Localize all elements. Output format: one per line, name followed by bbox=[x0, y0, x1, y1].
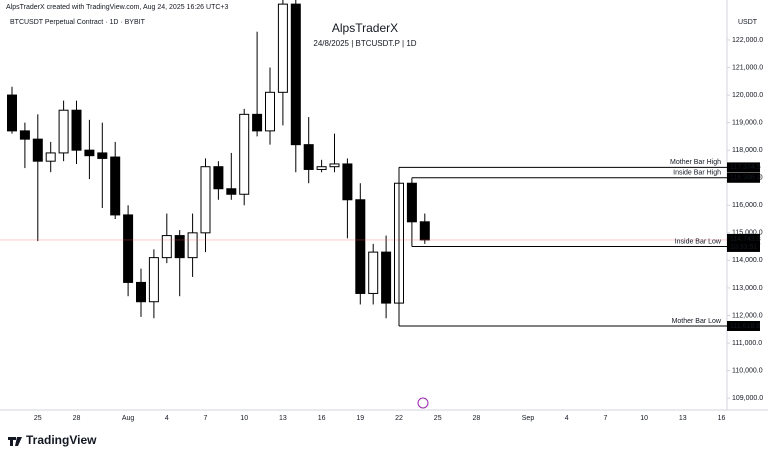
candle-body bbox=[406, 182, 417, 223]
candle-body bbox=[252, 113, 263, 132]
candle-body bbox=[58, 109, 69, 154]
footer-brand: TradingView bbox=[26, 433, 97, 447]
candle-body bbox=[316, 166, 327, 170]
x-tick-label: 7 bbox=[603, 415, 607, 422]
level-tag-label: 111,618.8 bbox=[730, 323, 760, 330]
last-price-tag bbox=[727, 233, 760, 252]
x-tick-label: 25 bbox=[34, 415, 42, 422]
logo bbox=[8, 437, 22, 446]
x-tick-label: 13 bbox=[679, 415, 687, 422]
chart-subtitle: 24/8/2025 | BTCUSDT.P | 1D bbox=[313, 39, 416, 48]
x-tick-label: 16 bbox=[718, 415, 726, 422]
level-name: Inside Bar Low bbox=[675, 238, 722, 245]
x-tick-label: 4 bbox=[165, 415, 169, 422]
y-tick-label: 120,000.0 bbox=[732, 92, 763, 99]
level-name: Inside Bar High bbox=[673, 170, 721, 177]
candle-body bbox=[277, 3, 288, 93]
header: AlpsTraderX created with TradingView.com… bbox=[6, 4, 228, 11]
last-price-label: 114,742.3 bbox=[730, 236, 761, 243]
x-tick-label: 10 bbox=[640, 415, 648, 422]
chart-title: AlpsTraderX bbox=[332, 21, 398, 35]
candle-body bbox=[148, 257, 159, 303]
x-tick-label: 10 bbox=[240, 415, 248, 422]
candle-body bbox=[45, 152, 56, 162]
y-tick-label: 119,000.0 bbox=[732, 119, 763, 126]
candle-body bbox=[239, 113, 250, 195]
candle-body bbox=[200, 166, 211, 234]
y-unit: USDT bbox=[738, 19, 758, 26]
y-tick-label: 116,000.0 bbox=[732, 202, 763, 209]
y-tick-label: 122,000.0 bbox=[732, 37, 763, 44]
candle-body bbox=[123, 214, 134, 283]
y-tick-label: 110,000.0 bbox=[732, 367, 763, 374]
candle-body bbox=[174, 235, 185, 259]
candle-body bbox=[355, 199, 366, 294]
candle-body bbox=[265, 91, 275, 132]
level-name: Mother Bar Low bbox=[672, 318, 722, 325]
x-tick-label: Sep bbox=[522, 415, 535, 422]
countdown: 10:33:51 bbox=[730, 244, 757, 251]
level-tag-label: 117,374.5 bbox=[730, 164, 761, 171]
candle-body bbox=[97, 152, 108, 159]
candle-body bbox=[32, 138, 43, 162]
candle-body bbox=[381, 251, 392, 304]
event-icon[interactable] bbox=[417, 397, 429, 409]
y-tick-label: 114,000.0 bbox=[732, 257, 763, 264]
symbol: BTCUSDT Perpetual Contract · 1D · BYBIT bbox=[10, 19, 146, 26]
y-tick-label: 109,000.0 bbox=[732, 395, 763, 402]
candle-body bbox=[71, 109, 82, 151]
x-tick-label: 25 bbox=[434, 415, 442, 422]
x-tick-label: 19 bbox=[356, 415, 364, 422]
level-tag-label: 116,998.0 bbox=[730, 175, 761, 182]
candle-body bbox=[187, 232, 198, 259]
candle-body bbox=[368, 251, 379, 294]
y-tick-label: 111,000.0 bbox=[732, 340, 762, 347]
x-tick-label: 16 bbox=[318, 415, 326, 422]
x-tick-label: 13 bbox=[279, 415, 287, 422]
candle-body bbox=[161, 235, 172, 259]
x-tick-label: 7 bbox=[204, 415, 208, 422]
candle-body bbox=[7, 94, 17, 132]
y-tick-label: 112,000.0 bbox=[732, 312, 763, 319]
candle-body bbox=[19, 130, 30, 140]
x-tick-label: 28 bbox=[73, 415, 81, 422]
y-tick-label: 118,000.0 bbox=[732, 147, 763, 154]
x-tick-label: 28 bbox=[473, 415, 481, 422]
candle-body bbox=[110, 156, 121, 216]
candle-body bbox=[329, 163, 340, 168]
x-tick-label: 22 bbox=[395, 415, 403, 422]
x-tick-label: 4 bbox=[565, 415, 569, 422]
level-tag bbox=[727, 320, 760, 331]
candle-body bbox=[303, 144, 314, 170]
level-name: Mother Bar High bbox=[670, 159, 721, 166]
level-tag bbox=[727, 172, 760, 183]
x-tick-label: Aug bbox=[122, 415, 135, 422]
candle-body bbox=[213, 166, 224, 190]
candle-body bbox=[290, 3, 301, 146]
candle-body bbox=[419, 221, 430, 241]
candle-body bbox=[136, 281, 146, 303]
candle-body bbox=[84, 149, 95, 157]
candle-body bbox=[226, 188, 237, 195]
candle-body bbox=[342, 163, 353, 201]
y-tick-label: 113,000.0 bbox=[732, 285, 763, 292]
level-tag bbox=[727, 162, 760, 173]
y-tick-label: 115,000.0 bbox=[732, 230, 763, 237]
y-tick-label: 121,000.0 bbox=[732, 64, 763, 71]
